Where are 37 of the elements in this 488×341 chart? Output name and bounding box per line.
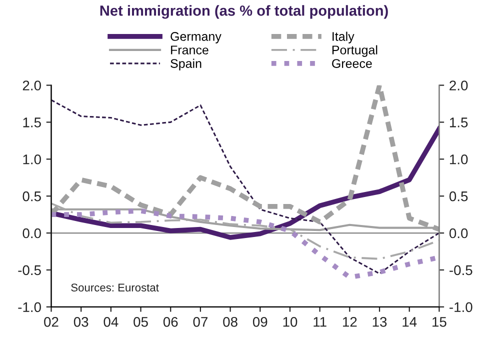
x-tick-label: 03 (74, 316, 88, 327)
y-tick-label: 1.0 (23, 154, 41, 164)
legend-label: Greece (332, 59, 372, 68)
x-tick-label: 08 (223, 316, 238, 327)
x-tick-label: 14 (402, 317, 417, 327)
y2-tick-label: 0.5 (449, 191, 468, 202)
x-tick-label: 12 (343, 316, 357, 327)
annotation: Sources: Eurostat (71, 284, 159, 292)
legend-label: France (171, 46, 208, 54)
y2-tick-label: 1.0 (450, 154, 468, 164)
y2-tick-label: -0.5 (450, 265, 472, 276)
y2-tick-label: 0.0 (449, 228, 468, 238)
y-tick-label: 0.0 (22, 228, 41, 238)
y2-tick-label: -1.0 (450, 302, 472, 312)
y-tick-label: 2.0 (22, 80, 41, 90)
y2-tick-label: 1.5 (450, 118, 468, 128)
y-tick-label: 1.5 (23, 118, 41, 128)
x-tick-label: 15 (432, 317, 446, 327)
y-tick-label: -0.5 (18, 265, 41, 276)
x-tick-label: 02 (44, 316, 58, 327)
x-tick-label: 06 (163, 316, 178, 327)
legend-label: Spain (170, 58, 202, 70)
line-series (51, 99, 440, 274)
chart-title: Net immigration (as % of total population) (100, 5, 388, 19)
x-tick-label: 11 (314, 317, 326, 327)
x-tick-label: 05 (134, 316, 148, 327)
legend-label: Italy (332, 32, 354, 44)
y2-tick-label: 2.0 (450, 80, 468, 90)
x-tick-label: 04 (104, 316, 118, 327)
legend-label: Germany (170, 32, 222, 44)
x-tick-label: 13 (372, 316, 387, 327)
x-tick-label: 10 (283, 316, 298, 327)
y-tick-label: -1.0 (18, 302, 41, 312)
y-tick-label: 0.5 (22, 191, 41, 202)
x-tick-label: 09 (252, 316, 268, 327)
x-tick-label: 07 (193, 316, 208, 327)
legend-label: Portugal (332, 45, 378, 57)
